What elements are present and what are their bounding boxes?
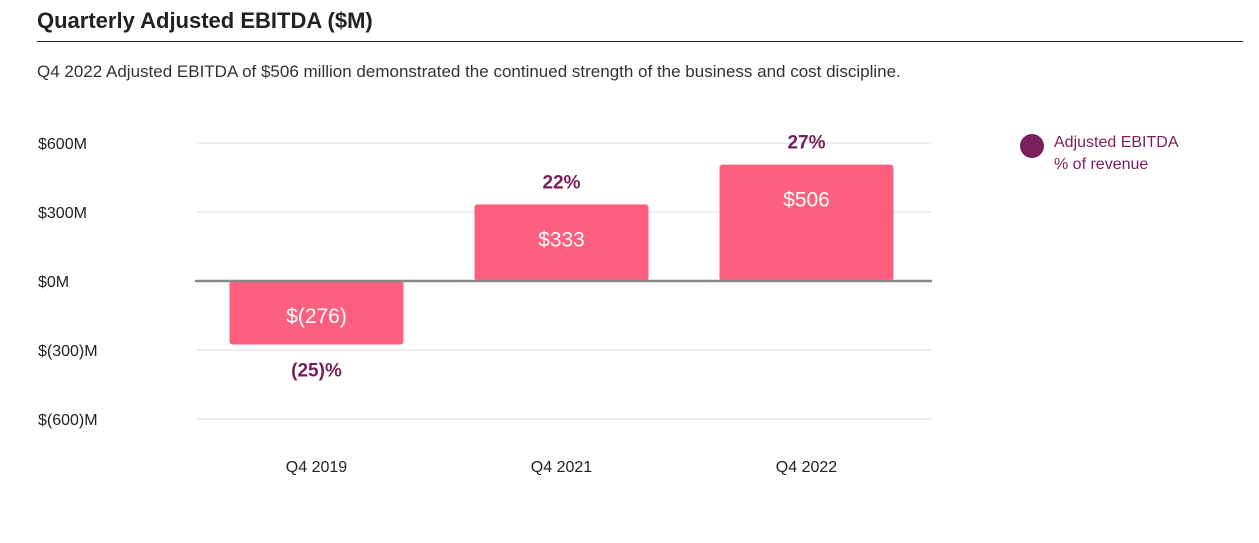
title-divider [37, 41, 1243, 42]
margin-pct-label: 22% [542, 172, 580, 193]
x-tick-label: Q4 2019 [286, 459, 347, 476]
chart-title: Quarterly Adjusted EBITDA ($M) [37, 8, 373, 33]
bar-value-label: $333 [538, 228, 585, 251]
bar-value-label: $506 [783, 189, 830, 212]
bar [719, 164, 894, 281]
legend-label-margin: % of revenue [1054, 156, 1149, 173]
legend-swatch [1020, 134, 1044, 158]
x-tick-label: Q4 2021 [531, 459, 592, 476]
y-tick-label: $(600)M [38, 412, 98, 429]
y-tick-label: $600M [38, 136, 87, 153]
chart-subtitle: Q4 2022 Adjusted EBITDA of $506 million … [37, 62, 901, 81]
y-tick-label: $(300)M [38, 343, 98, 360]
bar [229, 281, 404, 345]
y-tick-label: $300M [38, 205, 87, 222]
bar [474, 204, 649, 281]
margin-pct-label: (25)% [291, 360, 342, 381]
x-tick-label: Q4 2022 [776, 459, 837, 476]
bar-chart: $600M $300M $0M $(300)M $(600)M $(276) (25)% Q4… [38, 133, 932, 476]
legend-label-series: Adjusted EBITDA [1054, 134, 1179, 151]
bar-value-label: $(276) [286, 305, 347, 328]
margin-pct-label: 27% [787, 133, 825, 154]
y-tick-label: $0M [38, 274, 69, 291]
